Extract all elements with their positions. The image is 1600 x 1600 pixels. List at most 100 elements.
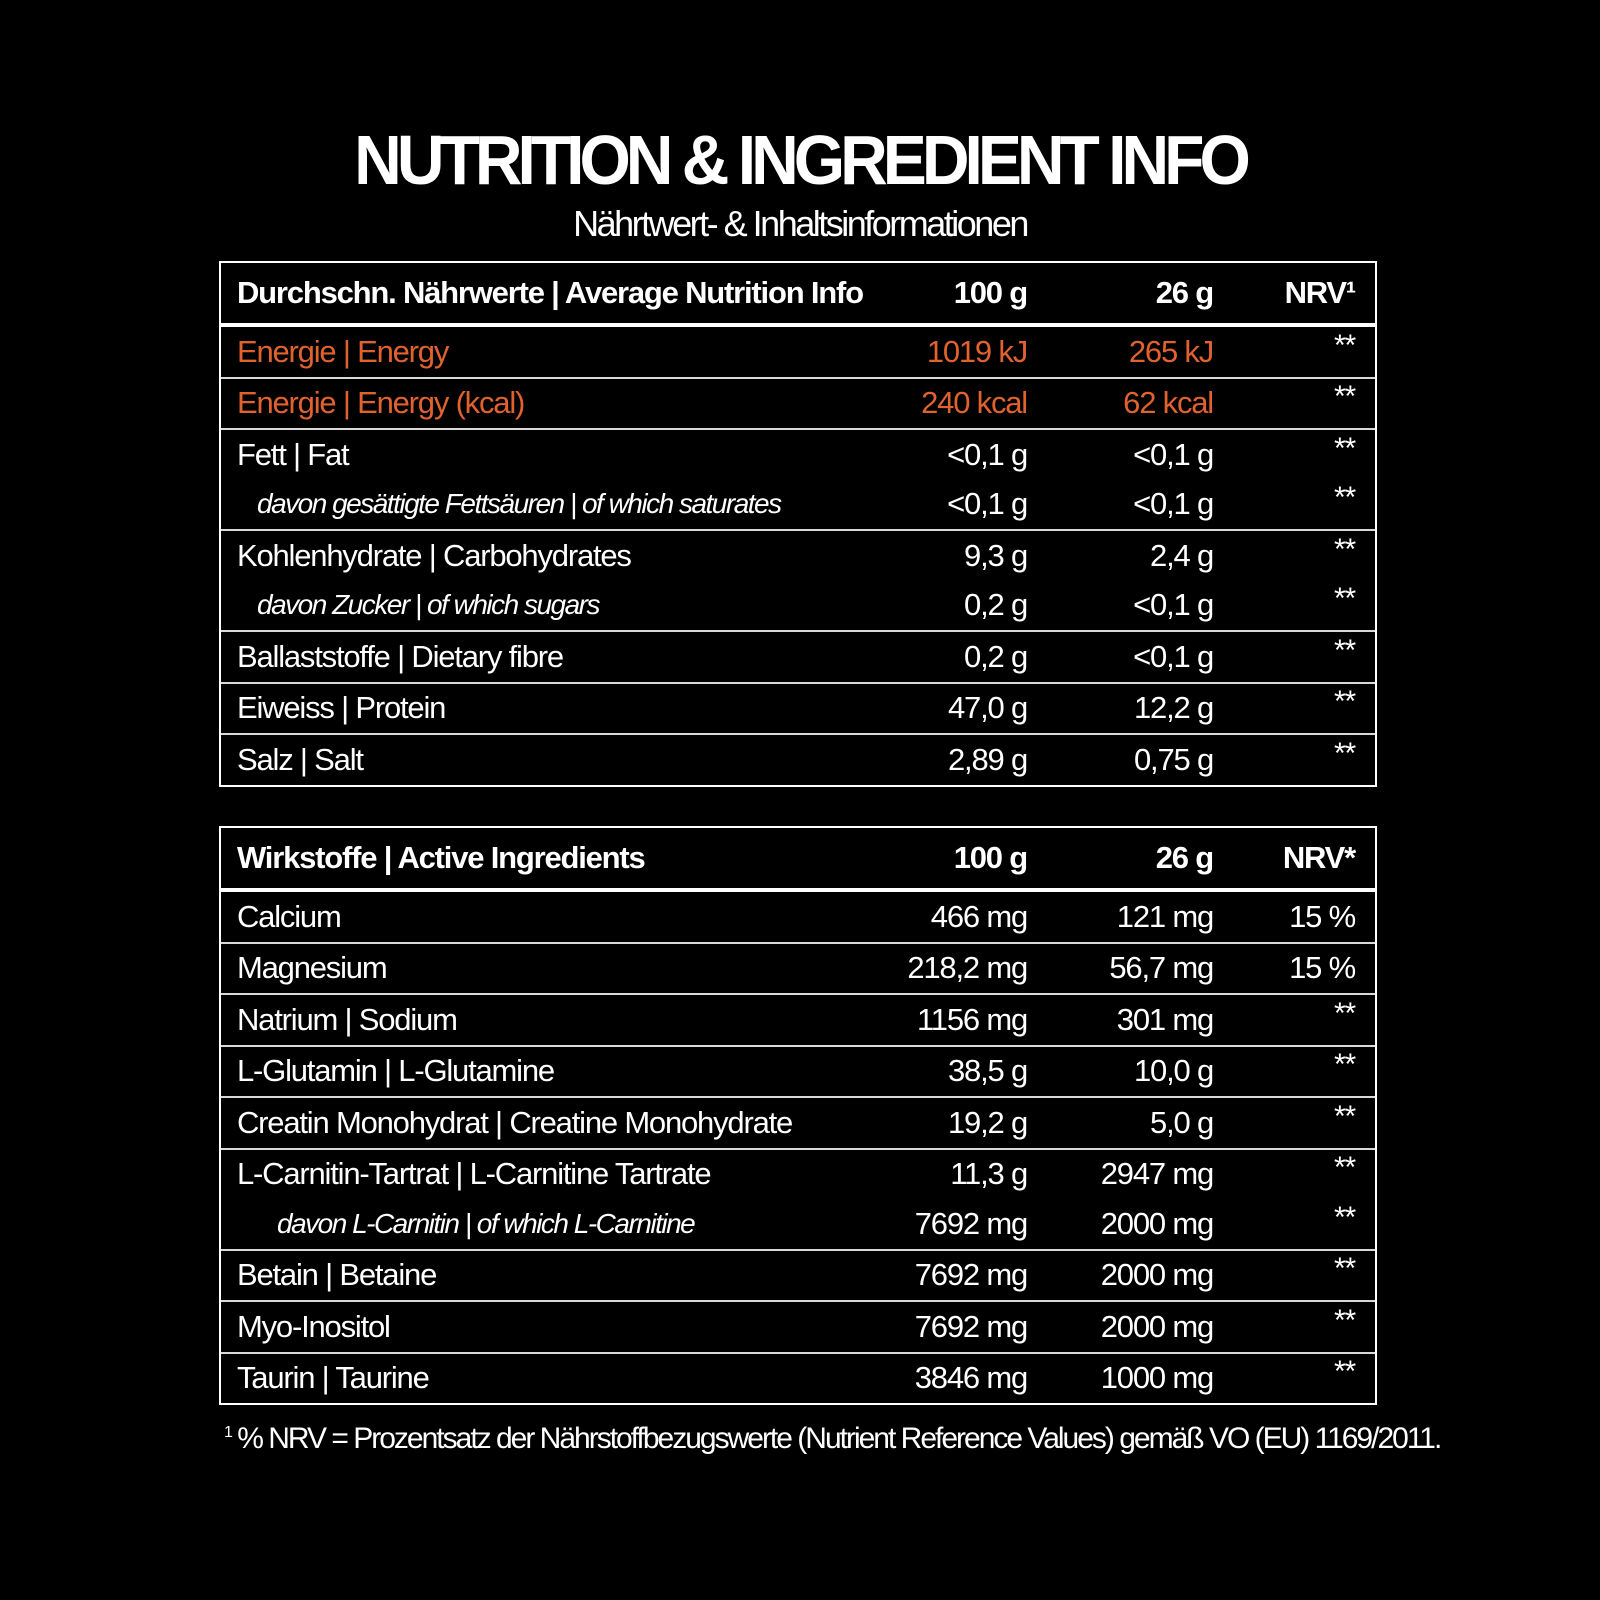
value-nrv: ** [1334,1355,1356,1389]
value-100g: 240 kcal [921,385,1028,421]
row-label: Energie | Energy (kcal) [237,385,525,421]
value-nrv: ** [1334,380,1356,414]
value-100g: 47,0 g [948,690,1028,726]
nutrition-table-header: Durchschn. Nährwerte | Average Nutrition… [221,263,1375,327]
row-label: davon gesättigte Fettsäuren | of which s… [257,488,782,520]
value-100g: 466 mg [930,898,1028,934]
table-row: Ballaststoffe | Dietary fibre 0,2 g <0,1 g… [221,632,1375,682]
row-group: Natrium | Sodium 1156 mg 301 mg ** [221,995,1375,1047]
row-group: Eiweiss | Protein 47,0 g 12,2 g ** [221,684,1375,735]
footnote: 1 % NRV = Prozentsatz der Nährstoffbezug… [224,1422,1442,1456]
row-label: Betain | Betaine [237,1257,437,1293]
value-nrv: ** [1334,582,1356,616]
table-row: davon Zucker | of which sugars 0,2 g <0,1 … [221,581,1375,631]
value-26g: <0,1 g [1133,486,1214,522]
value-nrv: ** [1334,736,1356,770]
row-label: Taurin | Taurine [237,1360,430,1396]
table-row: davon gesättigte Fettsäuren | of which s… [221,480,1375,530]
value-nrv: ** [1334,1099,1356,1133]
header-label: Durchschn. Nährwerte | Average Nutrition… [237,275,864,310]
row-label: L-Carnitin-Tartrat | L-Carnitine Tartrat… [237,1156,712,1192]
table-row: Eiweiss | Protein 47,0 g 12,2 g ** [221,684,1375,734]
row-label: Eiweiss | Protein [237,690,446,726]
value-100g: 7692 mg [914,1308,1028,1344]
value-26g: 10,0 g [1134,1053,1214,1089]
value-100g: 0,2 g [964,587,1028,623]
page-title: NUTRITION & INGREDIENT INFO [354,121,1251,199]
row-group: Salz | Salt 2,89 g 0,75 g ** [221,735,1375,785]
header-nrv: NRV¹ [1284,275,1357,310]
value-26g: 2000 mg [1100,1205,1214,1241]
value-100g: 218,2 mg [907,950,1028,986]
value-100g: 1156 mg [917,1001,1028,1037]
value-nrv: ** [1334,1048,1356,1082]
footnote-text: % NRV = Prozentsatz der Nährstoffbezugsw… [237,1422,1442,1455]
row-group: Fett | Fat <0,1 g <0,1 g ** davon gesättigte… [221,430,1375,531]
row-label: Salz | Salt [237,741,364,777]
ingredients-table: Wirkstoffe | Active Ingredients 100 g 26… [219,826,1377,1405]
value-26g: 12,2 g [1134,690,1214,726]
value-100g: 19,2 g [948,1104,1028,1140]
table-row: Natrium | Sodium 1156 mg 301 mg ** [221,995,1375,1045]
table-row: Fett | Fat <0,1 g <0,1 g ** [221,430,1375,480]
value-nrv: ** [1334,1303,1356,1337]
row-label: Ballaststoffe | Dietary fibre [237,638,564,674]
value-26g: 2000 mg [1100,1308,1214,1344]
value-100g: 7692 mg [914,1257,1028,1293]
table-row: Energie | Energy 1019 kJ 265 kJ ** [221,327,1375,377]
value-26g: <0,1 g [1133,638,1214,674]
table-row: Calcium 466 mg 121 mg 15 % [221,892,1375,942]
value-100g: 3846 mg [914,1360,1028,1396]
row-group: Ballaststoffe | Dietary fibre 0,2 g <0,1 g… [221,632,1375,684]
value-nrv: ** [1334,996,1356,1030]
value-26g: 0,75 g [1134,741,1214,777]
header-100g: 100 g [953,275,1028,310]
value-26g: 62 kcal [1123,385,1214,421]
value-100g: <0,1 g [947,436,1028,472]
header-label: Wirkstoffe | Active Ingredients [237,840,646,875]
value-100g: 38,5 g [948,1053,1028,1089]
value-100g: 1019 kJ [926,333,1028,369]
value-nrv: ** [1334,532,1356,566]
row-group: Betain | Betaine 7692 mg 2000 mg ** [221,1251,1375,1302]
row-group: Creatin Monohydrat | Creatine Monohydrat… [221,1098,1375,1150]
row-label: L-Glutamin | L-Glutamine [237,1053,555,1089]
header-26g: 26 g [1155,840,1214,875]
value-26g: 2000 mg [1100,1257,1214,1293]
value-26g: 1000 mg [1100,1360,1214,1396]
row-group: Magnesium 218,2 mg 56,7 mg 15 % [221,944,1375,995]
row-group: Myo-Inositol 7692 mg 2000 mg ** [221,1302,1375,1354]
ingredients-table-header: Wirkstoffe | Active Ingredients 100 g 26… [221,828,1375,892]
row-label: Energie | Energy [237,333,449,369]
value-nrv: ** [1334,685,1356,719]
table-row: Taurin | Taurine 3846 mg 1000 mg ** [221,1354,1375,1404]
row-group: L-Carnitin-Tartrat | L-Carnitine Tartrat… [221,1150,1375,1251]
value-26g: 265 kJ [1128,333,1214,369]
table-row: Salz | Salt 2,89 g 0,75 g ** [221,735,1375,785]
value-nrv: ** [1334,481,1356,515]
row-group: Taurin | Taurine 3846 mg 1000 mg ** [221,1354,1375,1404]
page-subtitle: Nährtwert- & Inhaltsinformationen [573,203,1029,244]
row-label: Natrium | Sodium [237,1001,458,1037]
value-100g: 2,89 g [948,741,1028,777]
value-26g: <0,1 g [1133,587,1214,623]
value-100g: 0,2 g [964,638,1028,674]
row-group: L-Glutamin | L-Glutamine 38,5 g 10,0 g ** [221,1047,1375,1098]
value-100g: 11,3 g [950,1156,1028,1192]
nutrition-table: Durchschn. Nährwerte | Average Nutrition… [219,261,1377,787]
footnote-marker: 1 [224,1424,233,1441]
row-label: Creatin Monohydrat | Creatine Monohydrat… [237,1104,793,1140]
row-group: Energie | Energy 1019 kJ 265 kJ ** [221,327,1375,379]
value-nrv: ** [1334,431,1356,465]
value-26g: 5,0 g [1150,1104,1214,1140]
table-row: Magnesium 218,2 mg 56,7 mg 15 % [221,944,1375,994]
value-26g: 2947 mg [1100,1156,1214,1192]
header-26g: 26 g [1155,275,1214,310]
row-label: Calcium [237,898,342,934]
value-nrv: 15 % [1289,950,1356,986]
row-label: Myo-Inositol [237,1308,391,1344]
value-100g: 9,3 g [964,537,1028,573]
value-nrv: ** [1334,1151,1356,1185]
value-nrv: ** [1334,1200,1356,1234]
table-row: Myo-Inositol 7692 mg 2000 mg ** [221,1302,1375,1352]
